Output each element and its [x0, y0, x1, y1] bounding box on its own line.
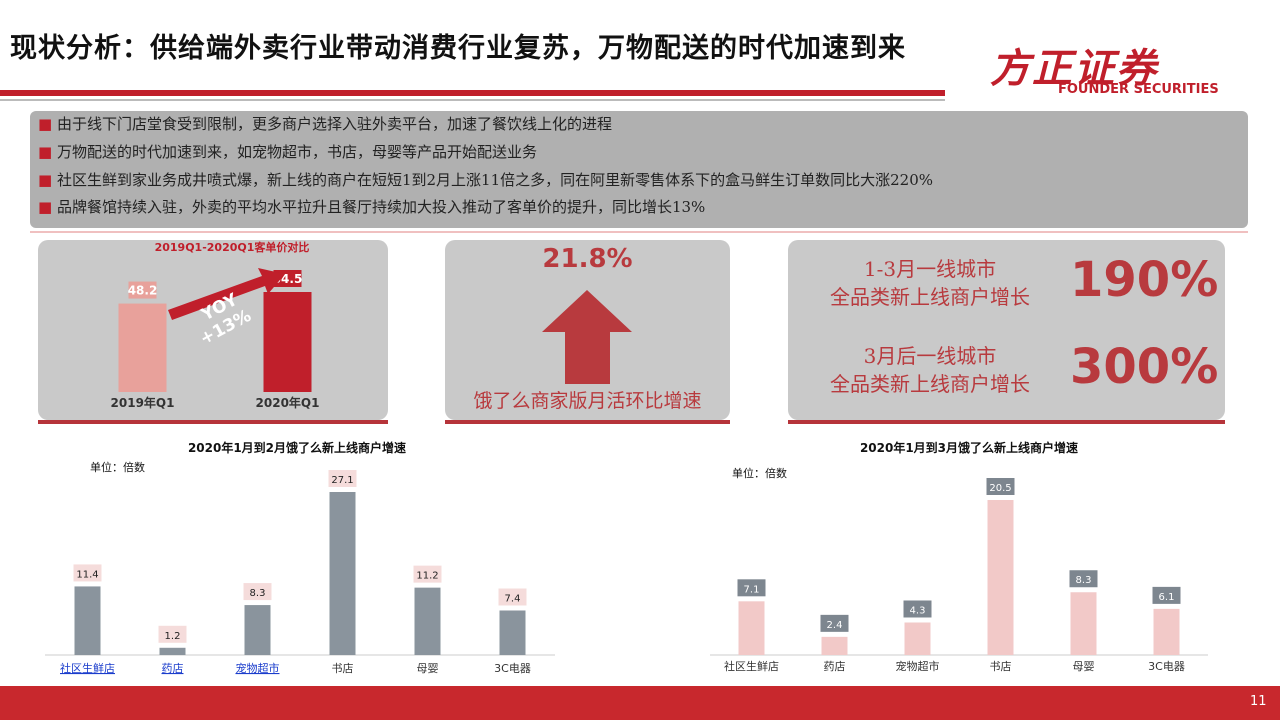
chart-title: 2020年1月到3月饿了么新上线商户增速 — [860, 440, 1078, 455]
rule — [30, 231, 1248, 233]
card — [38, 240, 388, 420]
bar — [263, 292, 312, 392]
growth-label: 3月后一线城市全品类新上线商户增长 — [800, 342, 1060, 398]
data-label: 8.3 — [250, 588, 266, 599]
text: 全品类新上线商户增长 — [830, 372, 1030, 396]
bar — [987, 500, 1014, 655]
x-tick-label[interactable]: 药店 — [162, 661, 184, 675]
x-tick-label: 3C电器 — [1148, 660, 1185, 673]
label-box — [820, 614, 849, 632]
data-label: 6.1 — [1159, 592, 1175, 603]
data-label: 7.1 — [744, 584, 760, 595]
data-label: 7.4 — [505, 593, 521, 604]
x-tick-label: 母婴 — [1073, 660, 1095, 673]
growth-value: 190% — [1070, 252, 1219, 308]
bullet: 由于线下门店堂食受到限制，更多商户选择入驻外卖平台，加速了餐饮线上化的进程 — [38, 113, 612, 134]
bar — [499, 610, 526, 655]
label-box — [243, 583, 272, 601]
logo: 方正证券 — [990, 46, 1158, 92]
slide-title: 现状分析：供给端外卖行业带动消费行业复苏，万物配送的时代加速到来 — [10, 33, 906, 64]
data-label: 11.2 — [416, 571, 438, 582]
chart-title: 2019Q1-2020Q1客单价对比 — [155, 240, 310, 254]
data-label: 4.3 — [910, 605, 926, 616]
logo-en: FOUNDER SECURITIES — [1058, 82, 1219, 97]
label-box — [158, 625, 187, 643]
rule — [0, 90, 945, 96]
x-tick-label: 2019年Q1 — [111, 395, 175, 410]
label-box — [498, 588, 527, 606]
chart-title: 2020年1月到2月饿了么新上线商户增速 — [188, 440, 406, 455]
bullet: 社区生鲜到家业务成井喷式爆，新上线的商户在短短1到2月上涨11倍之多，同在阿里新… — [38, 169, 933, 190]
growth-value: 300% — [1070, 339, 1219, 395]
bar — [329, 492, 356, 655]
bar — [244, 605, 271, 655]
data-label: 11.4 — [76, 569, 98, 580]
x-tick-label: 3C电器 — [494, 662, 531, 675]
bar — [904, 622, 931, 655]
data-label: 48.2 — [128, 284, 158, 298]
bar — [74, 586, 101, 655]
rule — [0, 99, 945, 101]
up-arrow — [542, 290, 632, 384]
x-tick-label[interactable]: 宠物超市 — [236, 661, 280, 675]
bar — [118, 303, 167, 392]
trend-arrow — [168, 268, 285, 320]
x-tick-label[interactable]: 社区生鲜店 — [60, 661, 115, 675]
data-label: 8.3 — [1076, 575, 1092, 586]
mau-label: 饿了么商家版月活环比增速 — [473, 390, 702, 412]
unit-label: 单位：倍数 — [90, 460, 145, 474]
label-box — [986, 478, 1015, 495]
text: 3月后一线城市 — [863, 344, 997, 368]
bar — [159, 647, 186, 655]
label-box — [1069, 570, 1098, 588]
data-label: 1.2 — [165, 631, 181, 642]
data-label: 2.4 — [827, 620, 843, 631]
mau-value: 21.8% — [542, 244, 633, 274]
x-tick-label: 社区生鲜店 — [724, 659, 779, 673]
bar — [1153, 608, 1180, 655]
x-tick-label: 宠物超市 — [896, 659, 940, 673]
label-box — [328, 470, 357, 487]
rule — [788, 420, 1225, 424]
label-box — [73, 564, 102, 582]
card — [788, 240, 1225, 420]
data-label: 27.1 — [331, 475, 353, 486]
x-tick-label: 母婴 — [417, 662, 439, 675]
bar — [414, 587, 441, 655]
x-tick-label: 书店 — [990, 659, 1012, 673]
growth-label: 1-3月一线城市全品类新上线商户增长 — [800, 255, 1060, 311]
x-tick-label: 书店 — [332, 661, 354, 675]
footer-bar — [0, 686, 1280, 720]
x-tick-label: 2020年Q1 — [256, 395, 320, 410]
label-box — [413, 565, 442, 583]
label-box — [128, 281, 157, 299]
rule — [38, 420, 388, 424]
text: 1-3月一线城市 — [863, 257, 997, 281]
label-box — [903, 600, 932, 618]
bullet: 品牌餐馆持续入驻，外卖的平均水平拉升且餐厅持续加大投入推动了客单价的提升，同比增… — [38, 196, 705, 217]
label-box — [737, 579, 766, 597]
x-tick-label: 药店 — [824, 659, 846, 673]
rule — [445, 420, 730, 424]
bar — [1070, 592, 1097, 655]
data-label: 20.5 — [989, 483, 1011, 494]
text: 全品类新上线商户增长 — [830, 285, 1030, 309]
bullet: 万物配送的时代加速到来，如宠物超市，书店，母婴等产品开始配送业务 — [38, 141, 537, 162]
page-number: 11 — [1250, 694, 1267, 709]
unit-label: 单位：倍数 — [732, 466, 787, 480]
label-box — [1152, 586, 1181, 604]
bar — [821, 636, 848, 655]
bar — [738, 601, 765, 655]
